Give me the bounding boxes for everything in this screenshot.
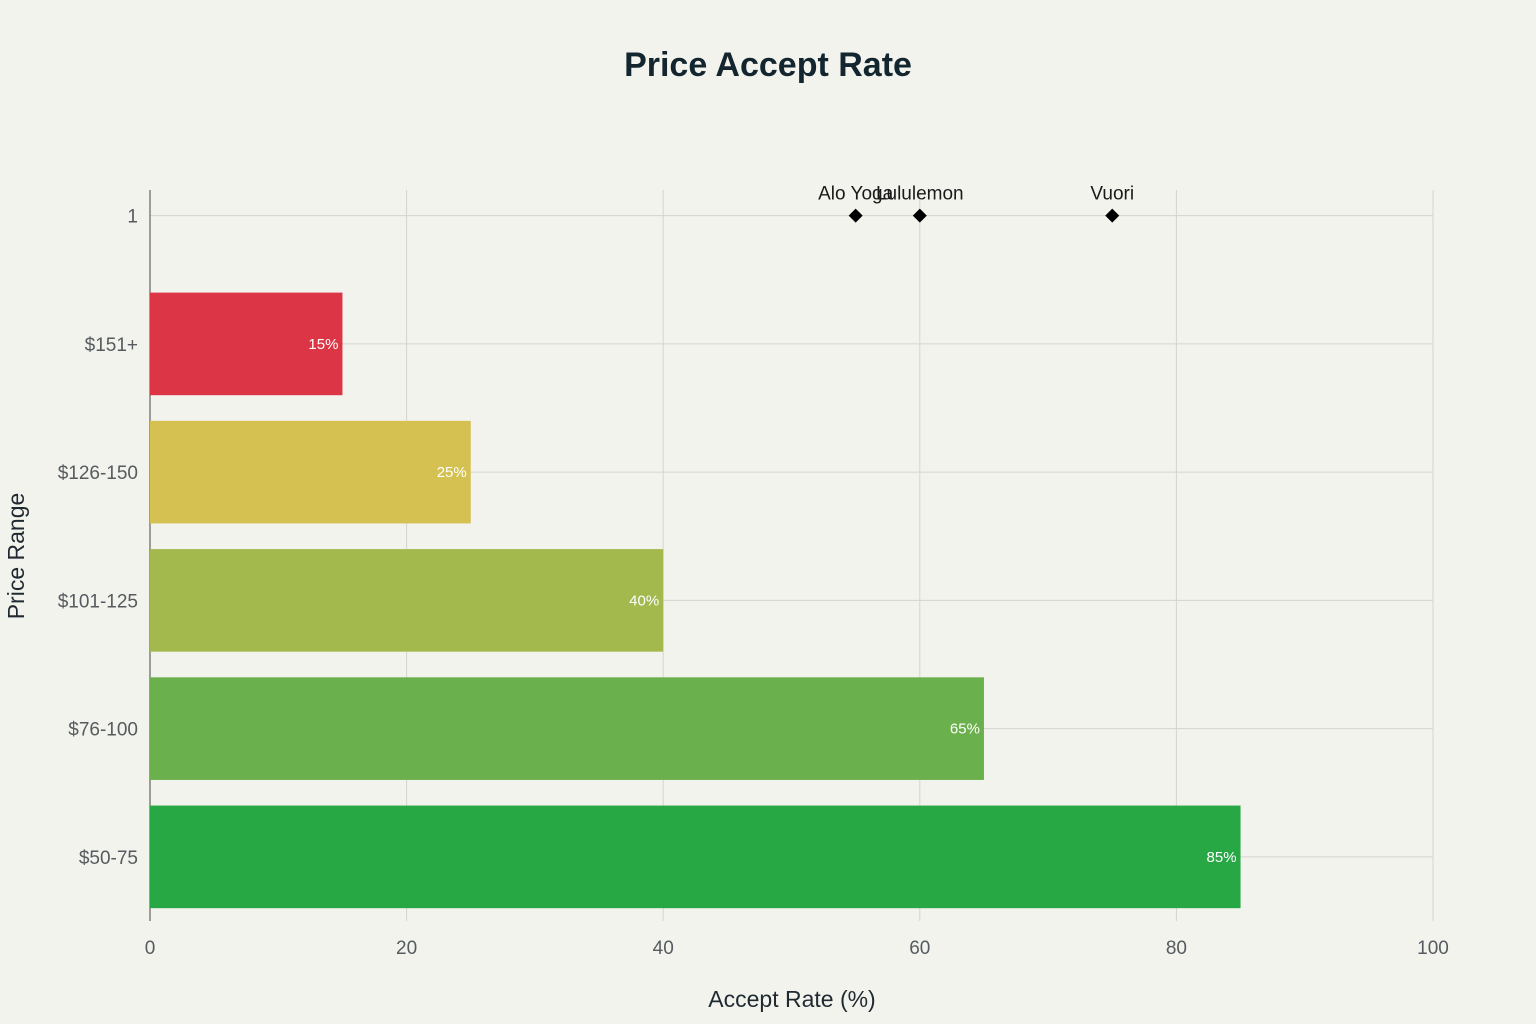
y-tick-label: $151+ xyxy=(85,335,138,356)
x-axis-label: Accept Rate (%) xyxy=(708,986,875,1012)
y-axis-label: Price Range xyxy=(3,493,29,620)
ticks: 0 20 40 60 80 100 $50-75 $76-100 $101-125 $126-15… xyxy=(58,207,1449,959)
bar xyxy=(150,805,1241,909)
bar-value-label: 25% xyxy=(437,464,467,481)
bar xyxy=(150,549,664,652)
y-tick-label: $101-125 xyxy=(58,591,138,612)
y-tick-label: 1 xyxy=(127,207,138,228)
bar xyxy=(150,420,471,524)
y-tick-label: $76-100 xyxy=(68,720,138,741)
x-tick-label: 40 xyxy=(653,938,674,959)
bar xyxy=(150,677,984,780)
marker-label: Vuori xyxy=(1090,184,1134,205)
marker-label: Alo Yoga xyxy=(818,184,893,205)
x-tick-label: 80 xyxy=(1166,938,1187,959)
y-tick-label: $50-75 xyxy=(79,848,138,869)
bar-value-label: 65% xyxy=(950,721,980,738)
x-tick-label: 20 xyxy=(396,938,417,959)
x-tick-label: 0 xyxy=(145,938,156,959)
bar-value-label: 85% xyxy=(1207,849,1237,866)
marker-point xyxy=(912,208,927,223)
bars: 85% 65% 40% 25% 15% xyxy=(150,292,1241,909)
x-tick-label: 60 xyxy=(909,938,930,959)
y-tick-label: $126-150 xyxy=(58,463,138,484)
marker-point xyxy=(848,208,863,223)
marker-point xyxy=(1105,208,1120,223)
x-tick-label: 100 xyxy=(1417,938,1449,959)
bar-value-label: 40% xyxy=(629,592,659,609)
chart-title: Price Accept Rate xyxy=(624,46,912,84)
bar xyxy=(150,292,343,396)
bar-value-label: 15% xyxy=(308,336,338,353)
marker-label: Lululemon xyxy=(876,184,964,205)
